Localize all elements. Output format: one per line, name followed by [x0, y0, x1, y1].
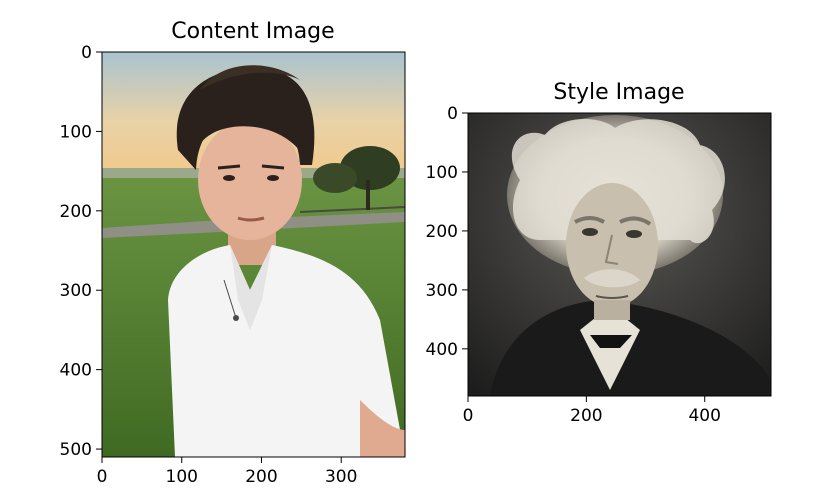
content-photo [102, 52, 405, 457]
style-image-xtick-label: 200 [570, 406, 602, 426]
style-image-ytick-label: 300 [426, 281, 458, 301]
content-image-ytick-label: 200 [60, 202, 92, 222]
style-image-xtick-label: 0 [463, 406, 474, 426]
content-image-xtick-label: 100 [166, 467, 198, 487]
style-portrait [468, 113, 771, 396]
content-image-xtick-label: 200 [245, 467, 277, 487]
style-image-frame [467, 112, 772, 397]
content-image-ytick-label: 0 [81, 43, 92, 63]
style-image-xtick-label: 400 [688, 406, 720, 426]
content-image-panel: Content Image [60, 19, 406, 487]
content-image-frame [101, 51, 406, 458]
content-image-ytick-label: 300 [60, 281, 92, 301]
style-image-panel: Style Image 0 200 4 [426, 80, 772, 426]
style-image-ytick-label: 100 [426, 163, 458, 183]
content-image-ticks: 0 100 200 300 0 100 200 300 400 500 [60, 43, 358, 487]
content-image-ytick-label: 500 [60, 440, 92, 460]
content-image-title: Content Image [171, 19, 334, 44]
style-image-ticks: 0 200 400 0 100 200 300 400 [426, 104, 721, 426]
style-image-ytick-label: 200 [426, 222, 458, 242]
style-image-title: Style Image [553, 80, 684, 105]
content-image-ytick-label: 400 [60, 361, 92, 381]
content-image-xtick-label: 300 [325, 467, 357, 487]
content-image-ytick-label: 100 [60, 122, 92, 142]
style-image-ytick-label: 400 [426, 340, 458, 360]
style-image-ytick-label: 0 [447, 104, 458, 124]
content-image-xtick-label: 0 [97, 467, 108, 487]
